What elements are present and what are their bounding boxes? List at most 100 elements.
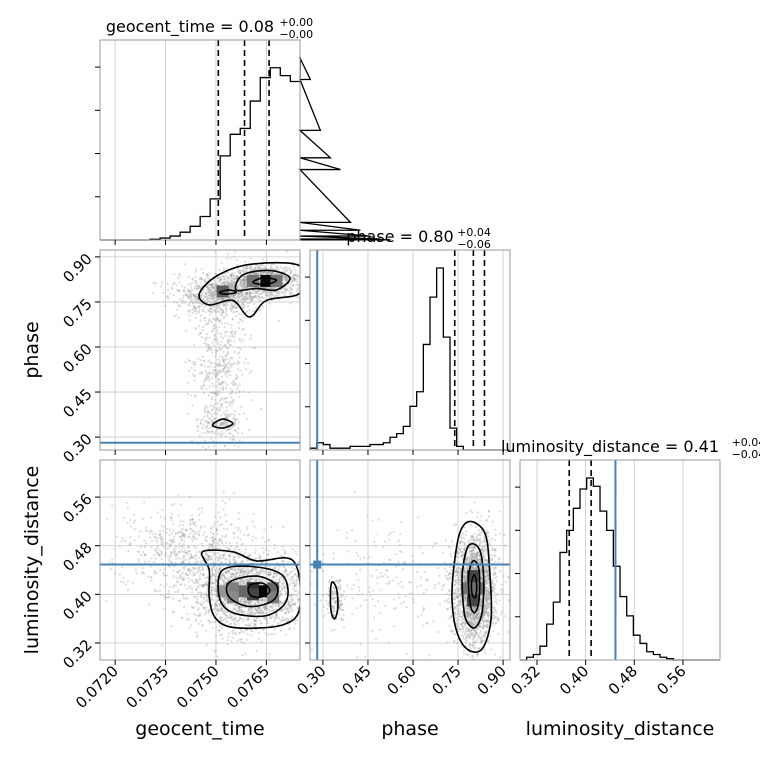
scatter-point [273,547,276,550]
scatter-point [265,561,268,564]
scatter-point [196,298,199,301]
scatter-point [196,297,199,300]
scatter-point [289,617,292,620]
scatter-point [200,385,203,388]
scatter-point [225,558,228,561]
scatter-point [281,619,284,622]
scatter-point [237,606,240,609]
scatter-point [228,555,231,558]
scatter-point [240,291,243,294]
scatter-point [292,602,295,605]
scatter-point [140,553,143,556]
scatter-point [199,572,202,575]
scatter-point [220,381,223,384]
scatter-point [164,551,167,555]
scatter-point [210,531,213,534]
scatter-point [257,266,260,269]
scatter-point [239,578,242,582]
scatter-point [206,415,209,418]
scatter-point [242,277,246,280]
scatter-point [203,577,206,580]
scatter-point [270,271,274,275]
scatter-point [227,414,230,417]
scatter-point [212,525,215,528]
scatter-point [259,267,262,270]
scatter-point [190,555,193,559]
scatter-point [240,598,243,602]
scatter-point [283,605,286,608]
scatter-point [281,583,284,586]
scatter-point [264,599,267,602]
scatter-point [208,289,211,292]
scatter-point [275,561,278,564]
scatter-point [179,583,182,586]
scatter-point [218,629,221,632]
scatter-point [222,310,225,313]
scatter-point [224,275,228,278]
scatter-point [283,618,286,621]
scatter-point [144,544,147,547]
scatter-point [245,292,248,295]
scatter-point [243,569,246,573]
scatter-point [251,535,255,538]
scatter-point [243,304,246,307]
scatter-point [187,359,190,362]
scatter-point [158,554,161,557]
scatter-point [210,596,213,599]
scatter-point [254,346,257,350]
scatter-point [143,560,146,564]
scatter-point [229,567,232,571]
scatter-point [209,593,212,596]
scatter-point [174,584,177,587]
scatter-point [207,347,210,350]
scatter-point [293,593,296,596]
scatter-point [225,571,228,574]
scatter-point [181,592,184,596]
scatter-point [220,404,223,407]
scatter-point [230,273,233,277]
scatter-point [218,624,222,627]
scatter-point [172,575,175,578]
scatter-point [226,371,229,374]
scatter-point [185,292,188,295]
scatter-point [220,278,223,281]
scatter-point [215,390,219,393]
scatter-point [213,537,216,541]
scatter-point [211,351,214,354]
scatter-point [216,421,219,424]
scatter-point [202,326,205,329]
scatter-point [259,407,263,410]
scatter-point [250,297,253,300]
scatter-point [274,272,277,275]
scatter-point [293,603,297,606]
scatter-point [215,600,218,603]
scatter-point [219,634,222,637]
scatter-point [255,571,258,574]
scatter-point [182,606,186,609]
scatter-point [274,617,277,620]
scatter-point [148,531,152,534]
scatter-point [243,267,246,270]
scatter-point [245,578,249,581]
scatter-point [283,552,287,555]
scatter-point [272,294,275,297]
scatter-point [223,282,226,286]
scatter-point [245,296,249,299]
scatter-point [176,308,179,311]
scatter-point [220,430,224,433]
scatter-point [201,545,204,548]
scatter-point [205,599,208,602]
scatter-point [141,566,145,570]
scatter-point [288,268,291,271]
scatter-point [236,310,239,313]
scatter-point [135,572,138,575]
scatter-point [247,429,250,432]
scatter-point [250,611,253,614]
scatter-point [261,577,264,580]
scatter-point [206,284,209,288]
scatter-point [161,524,164,528]
scatter-point [252,346,255,349]
scatter-point [204,420,207,423]
scatter-point [285,593,288,596]
scatter-point [192,571,195,574]
